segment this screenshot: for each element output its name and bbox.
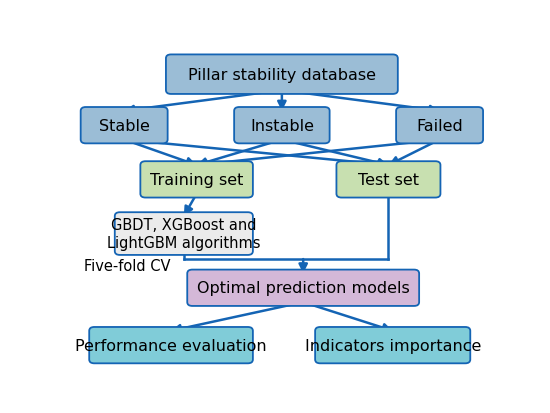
FancyBboxPatch shape (396, 108, 483, 144)
Text: GBDT, XGBoost and
LightGBM algorithms: GBDT, XGBoost and LightGBM algorithms (107, 218, 261, 250)
Text: Test set: Test set (358, 173, 419, 188)
Text: Failed: Failed (416, 119, 463, 133)
FancyBboxPatch shape (89, 327, 253, 363)
Text: Pillar stability database: Pillar stability database (188, 67, 376, 83)
Text: Instable: Instable (250, 119, 314, 133)
FancyBboxPatch shape (337, 162, 441, 198)
Text: Five-fold CV: Five-fold CV (84, 258, 170, 273)
FancyBboxPatch shape (81, 108, 168, 144)
Text: Optimal prediction models: Optimal prediction models (197, 280, 410, 296)
FancyBboxPatch shape (315, 327, 470, 363)
Text: Indicators importance: Indicators importance (305, 338, 481, 353)
Text: Stable: Stable (99, 119, 150, 133)
Text: Training set: Training set (150, 173, 243, 188)
Text: Performance evaluation: Performance evaluation (75, 338, 267, 353)
FancyBboxPatch shape (140, 162, 253, 198)
FancyBboxPatch shape (115, 213, 253, 255)
FancyBboxPatch shape (234, 108, 329, 144)
FancyBboxPatch shape (187, 270, 419, 306)
FancyBboxPatch shape (166, 55, 398, 95)
